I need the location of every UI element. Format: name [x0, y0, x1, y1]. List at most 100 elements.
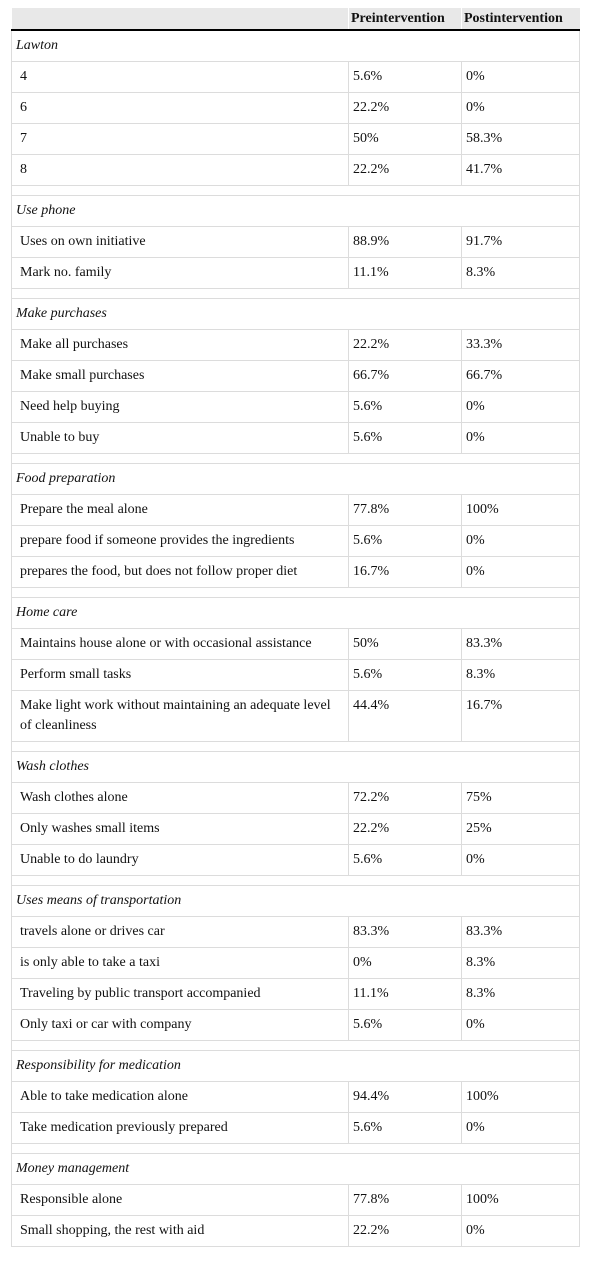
postintervention-value: 8.3% [461, 659, 580, 691]
preintervention-value: 5.6% [348, 525, 462, 557]
preintervention-value: 50% [348, 123, 462, 155]
table-row: Only washes small items 22.2% 25% [11, 813, 580, 845]
preintervention-value: 22.2% [348, 329, 462, 361]
row-label: 6 [11, 92, 349, 124]
postintervention-value: 100% [461, 494, 580, 526]
table-row: Mark no. family 11.1% 8.3% [11, 257, 580, 289]
table-row: Take medication previously prepared 5.6% 0… [11, 1112, 580, 1144]
results-table: Preintervention Postintervention Lawton 4… [11, 8, 580, 1247]
preintervention-value: 88.9% [348, 226, 462, 258]
postintervention-value: 0% [461, 391, 580, 423]
preintervention-value: 5.6% [348, 1112, 462, 1144]
postintervention-value: 0% [461, 61, 580, 93]
preintervention-value: 22.2% [348, 92, 462, 124]
table-row: Wash clothes alone 72.2% 75% [11, 782, 580, 814]
section-header-row: Responsibility for medication [11, 1050, 580, 1082]
table-row: 4 5.6% 0% [11, 61, 580, 93]
postintervention-value: 100% [461, 1184, 580, 1216]
section-title: Use phone [11, 195, 580, 227]
table-row: Perform small tasks 5.6% 8.3% [11, 659, 580, 691]
row-label: Wash clothes alone [11, 782, 349, 814]
section-header-row: Uses means of transportation [11, 885, 580, 917]
row-label: 7 [11, 123, 349, 155]
preintervention-value: 5.6% [348, 659, 462, 691]
postintervention-value: 8.3% [461, 978, 580, 1010]
preintervention-value: 22.2% [348, 1215, 462, 1247]
table-row: Maintains house alone or with occasional… [11, 628, 580, 660]
section-header-row: Make purchases [11, 298, 580, 330]
preintervention-value: 11.1% [348, 978, 462, 1010]
table-row: 6 22.2% 0% [11, 92, 580, 124]
spacer-cell [11, 288, 580, 299]
row-label: Make all purchases [11, 329, 349, 361]
preintervention-value: 0% [348, 947, 462, 979]
postintervention-value: 8.3% [461, 947, 580, 979]
table-row: Need help buying 5.6% 0% [11, 391, 580, 423]
section-title: Make purchases [11, 298, 580, 330]
spacer-cell [11, 741, 580, 752]
section-spacer [11, 185, 580, 196]
preintervention-value: 94.4% [348, 1081, 462, 1113]
postintervention-value: 0% [461, 1215, 580, 1247]
preintervention-value: 22.2% [348, 813, 462, 845]
section-title: Wash clothes [11, 751, 580, 783]
row-label: Perform small tasks [11, 659, 349, 691]
postintervention-value: 58.3% [461, 123, 580, 155]
spacer-cell [11, 185, 580, 196]
section-header-row: Lawton [11, 29, 580, 62]
row-label: prepares the food, but does not follow p… [11, 556, 349, 588]
spacer-cell [11, 453, 580, 464]
table-row: Small shopping, the rest with aid 22.2% 0% [11, 1215, 580, 1247]
row-label: Take medication previously prepared [11, 1112, 349, 1144]
table-row: prepare food if someone provides the ing… [11, 525, 580, 557]
postintervention-value: 0% [461, 1112, 580, 1144]
row-label: 4 [11, 61, 349, 93]
postintervention-value: 8.3% [461, 257, 580, 289]
postintervention-value: 66.7% [461, 360, 580, 392]
section-spacer [11, 288, 580, 299]
header-preintervention: Preintervention [348, 8, 462, 31]
preintervention-value: 77.8% [348, 494, 462, 526]
postintervention-value: 0% [461, 92, 580, 124]
preintervention-value: 22.2% [348, 154, 462, 186]
table-row: Make small purchases 66.7% 66.7% [11, 360, 580, 392]
row-label: travels alone or drives car [11, 916, 349, 948]
table-row: Unable to do laundry 5.6% 0% [11, 844, 580, 876]
postintervention-value: 83.3% [461, 916, 580, 948]
section-spacer [11, 587, 580, 598]
header-blank [11, 8, 349, 31]
row-label: Prepare the meal alone [11, 494, 349, 526]
row-label: Need help buying [11, 391, 349, 423]
section-spacer [11, 453, 580, 464]
row-label: Traveling by public transport accompanie… [11, 978, 349, 1010]
table-row: Make light work without maintaining an a… [11, 690, 580, 742]
preintervention-value: 16.7% [348, 556, 462, 588]
table-row: travels alone or drives car 83.3% 83.3% [11, 916, 580, 948]
section-title: Lawton [11, 29, 580, 62]
preintervention-value: 5.6% [348, 422, 462, 454]
preintervention-value: 5.6% [348, 844, 462, 876]
row-label: Only washes small items [11, 813, 349, 845]
preintervention-value: 72.2% [348, 782, 462, 814]
row-label: prepare food if someone provides the ing… [11, 525, 349, 557]
preintervention-value: 50% [348, 628, 462, 660]
preintervention-value: 5.6% [348, 391, 462, 423]
table-row: is only able to take a taxi 0% 8.3% [11, 947, 580, 979]
postintervention-value: 0% [461, 1009, 580, 1041]
table-row: Unable to buy 5.6% 0% [11, 422, 580, 454]
section-header-row: Home care [11, 597, 580, 629]
postintervention-value: 0% [461, 525, 580, 557]
section-title: Money management [11, 1153, 580, 1185]
table-row: 8 22.2% 41.7% [11, 154, 580, 186]
preintervention-value: 77.8% [348, 1184, 462, 1216]
row-label: Able to take medication alone [11, 1081, 349, 1113]
postintervention-value: 91.7% [461, 226, 580, 258]
preintervention-value: 5.6% [348, 61, 462, 93]
preintervention-value: 66.7% [348, 360, 462, 392]
section-header-row: Use phone [11, 195, 580, 227]
postintervention-value: 83.3% [461, 628, 580, 660]
section-title: Uses means of transportation [11, 885, 580, 917]
section-spacer [11, 741, 580, 752]
table-row: 7 50% 58.3% [11, 123, 580, 155]
row-label: Uses on own initiative [11, 226, 349, 258]
